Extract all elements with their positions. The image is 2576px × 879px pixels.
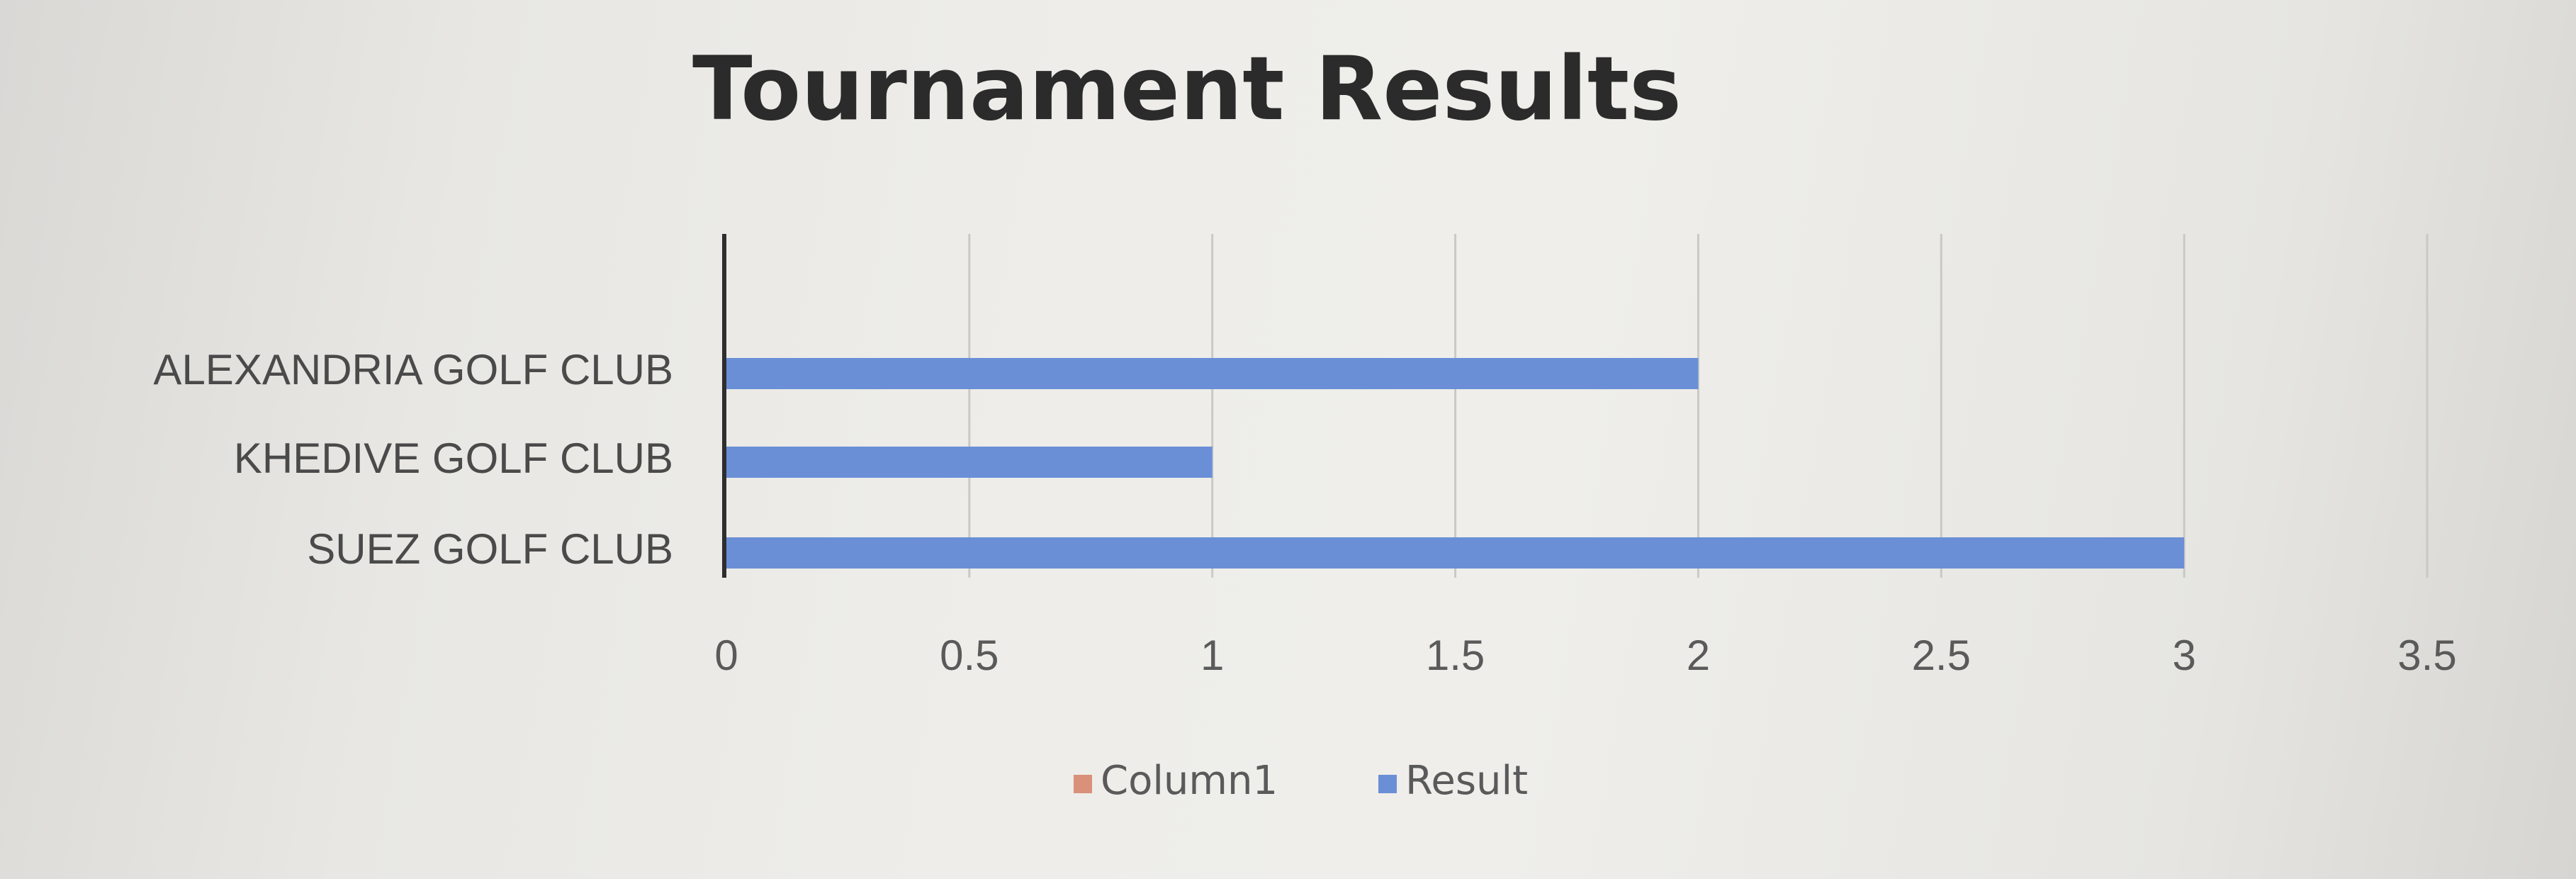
x-tick-label: 0.5 bbox=[940, 632, 999, 679]
x-tick-label: 3.5 bbox=[2397, 632, 2456, 679]
category-labels: ALEXANDRIA GOLF CLUB KHEDIVE GOLF CLUB SUE… bbox=[153, 346, 673, 573]
legend-label-result: Result bbox=[1405, 758, 1528, 804]
legend-swatch-column1 bbox=[1074, 775, 1092, 793]
gridlines bbox=[968, 234, 2429, 578]
x-tick-label: 1.5 bbox=[1426, 632, 1485, 679]
x-tick-label: 0 bbox=[714, 632, 738, 679]
category-label: KHEDIVE GOLF CLUB bbox=[234, 435, 673, 482]
chart-title: Tournament Results bbox=[692, 38, 1682, 140]
legend-swatch-result bbox=[1378, 775, 1397, 793]
x-tick-label: 1 bbox=[1200, 632, 1224, 679]
category-label: ALEXANDRIA GOLF CLUB bbox=[153, 346, 673, 393]
bar-result-1 bbox=[726, 358, 1699, 389]
x-tick-label: 2.5 bbox=[1912, 632, 1971, 679]
x-tick-label: 3 bbox=[2172, 632, 2195, 679]
bars bbox=[726, 358, 2185, 569]
category-label: SUEZ GOLF CLUB bbox=[307, 525, 673, 573]
x-tick-label: 2 bbox=[1687, 632, 1710, 679]
legend[interactable]: Column1 Result bbox=[1074, 758, 1528, 804]
value-axis-ticks: 0 0.5 1 1.5 2 2.5 3 3.5 bbox=[714, 632, 2456, 679]
bar-result-3 bbox=[726, 537, 2185, 569]
legend-label-column1: Column1 bbox=[1101, 758, 1278, 804]
bar-result-2 bbox=[726, 447, 1213, 478]
